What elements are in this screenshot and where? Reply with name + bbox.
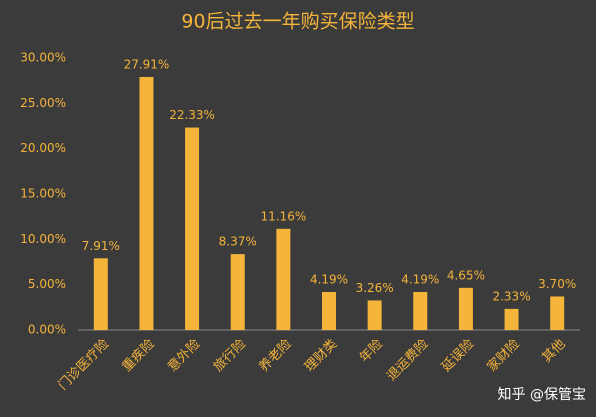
value-label: 4.19% <box>401 273 439 287</box>
bar <box>276 228 291 330</box>
bar <box>139 76 154 330</box>
y-tick-label: 0.00% <box>28 323 66 337</box>
watermark: 知乎 @保管宝 <box>498 386 586 403</box>
y-tick-label: 25.00% <box>20 96 66 110</box>
bar <box>185 127 200 330</box>
bar <box>550 296 565 330</box>
value-label: 8.37% <box>219 235 257 249</box>
value-label: 4.19% <box>310 273 348 287</box>
bar <box>230 254 245 330</box>
value-label: 22.33% <box>169 108 215 122</box>
chart-title: 90后过去一年购买保险类型 <box>181 11 414 33</box>
bar <box>504 308 519 330</box>
bar <box>93 258 108 330</box>
bar <box>367 300 382 330</box>
value-label: 4.65% <box>447 268 485 282</box>
value-label: 7.91% <box>82 239 120 253</box>
value-label: 27.91% <box>124 57 170 71</box>
y-tick-label: 15.00% <box>20 187 66 201</box>
y-tick-label: 5.00% <box>28 277 66 291</box>
bar <box>458 287 473 330</box>
value-label: 2.33% <box>492 289 530 303</box>
y-tick-label: 10.00% <box>20 232 66 246</box>
bar <box>413 292 428 330</box>
bar <box>322 292 336 330</box>
value-label: 3.70% <box>538 277 576 291</box>
value-label: 11.16% <box>260 209 306 223</box>
value-label: 3.26% <box>356 281 394 295</box>
y-tick-label: 20.00% <box>20 141 66 155</box>
y-tick-label: 30.00% <box>20 51 66 65</box>
